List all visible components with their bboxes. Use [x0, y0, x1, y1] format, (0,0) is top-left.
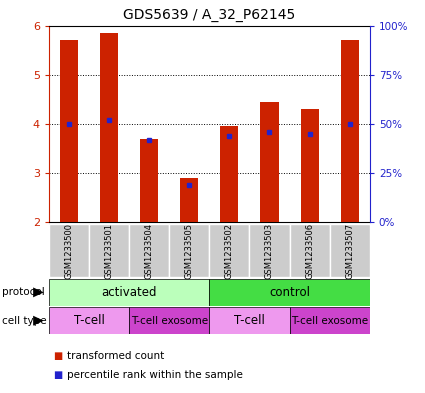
Bar [330, 224, 370, 277]
Bar [300, 109, 319, 222]
Bar [249, 224, 289, 277]
Bar [209, 224, 249, 277]
Text: GSM1233500: GSM1233500 [65, 222, 74, 279]
Text: GSM1233501: GSM1233501 [105, 222, 113, 279]
Bar [220, 126, 238, 222]
Text: control: control [269, 286, 310, 299]
Text: ■: ■ [53, 369, 62, 380]
Bar [289, 307, 370, 334]
Bar [341, 40, 359, 222]
Text: T-cell: T-cell [234, 314, 265, 327]
Bar [129, 307, 209, 334]
Bar [60, 40, 78, 222]
Text: T-cell exosome: T-cell exosome [291, 316, 368, 326]
Bar [209, 279, 370, 306]
Text: GSM1233507: GSM1233507 [345, 222, 354, 279]
Bar [100, 33, 118, 222]
Bar [89, 224, 129, 277]
Text: activated: activated [101, 286, 157, 299]
Bar [169, 224, 209, 277]
Text: protocol: protocol [2, 287, 45, 298]
Text: ■: ■ [53, 351, 62, 362]
Bar [180, 178, 198, 222]
Bar [140, 138, 158, 222]
Text: transformed count: transformed count [67, 351, 164, 362]
Bar [49, 224, 89, 277]
Bar [49, 279, 209, 306]
Text: T-cell: T-cell [74, 314, 105, 327]
Text: GSM1233506: GSM1233506 [305, 222, 314, 279]
Text: percentile rank within the sample: percentile rank within the sample [67, 369, 243, 380]
Bar [209, 307, 289, 334]
Title: GDS5639 / A_32_P62145: GDS5639 / A_32_P62145 [123, 8, 295, 22]
Text: GSM1233504: GSM1233504 [144, 222, 154, 279]
Text: cell type: cell type [2, 316, 47, 326]
Polygon shape [33, 316, 44, 326]
Bar [129, 224, 169, 277]
Text: GSM1233502: GSM1233502 [225, 222, 234, 279]
Bar [289, 224, 330, 277]
Text: GSM1233503: GSM1233503 [265, 222, 274, 279]
Text: GSM1233505: GSM1233505 [185, 222, 194, 279]
Polygon shape [33, 287, 44, 298]
Bar [261, 102, 278, 222]
Text: T-cell exosome: T-cell exosome [130, 316, 208, 326]
Bar [49, 307, 129, 334]
